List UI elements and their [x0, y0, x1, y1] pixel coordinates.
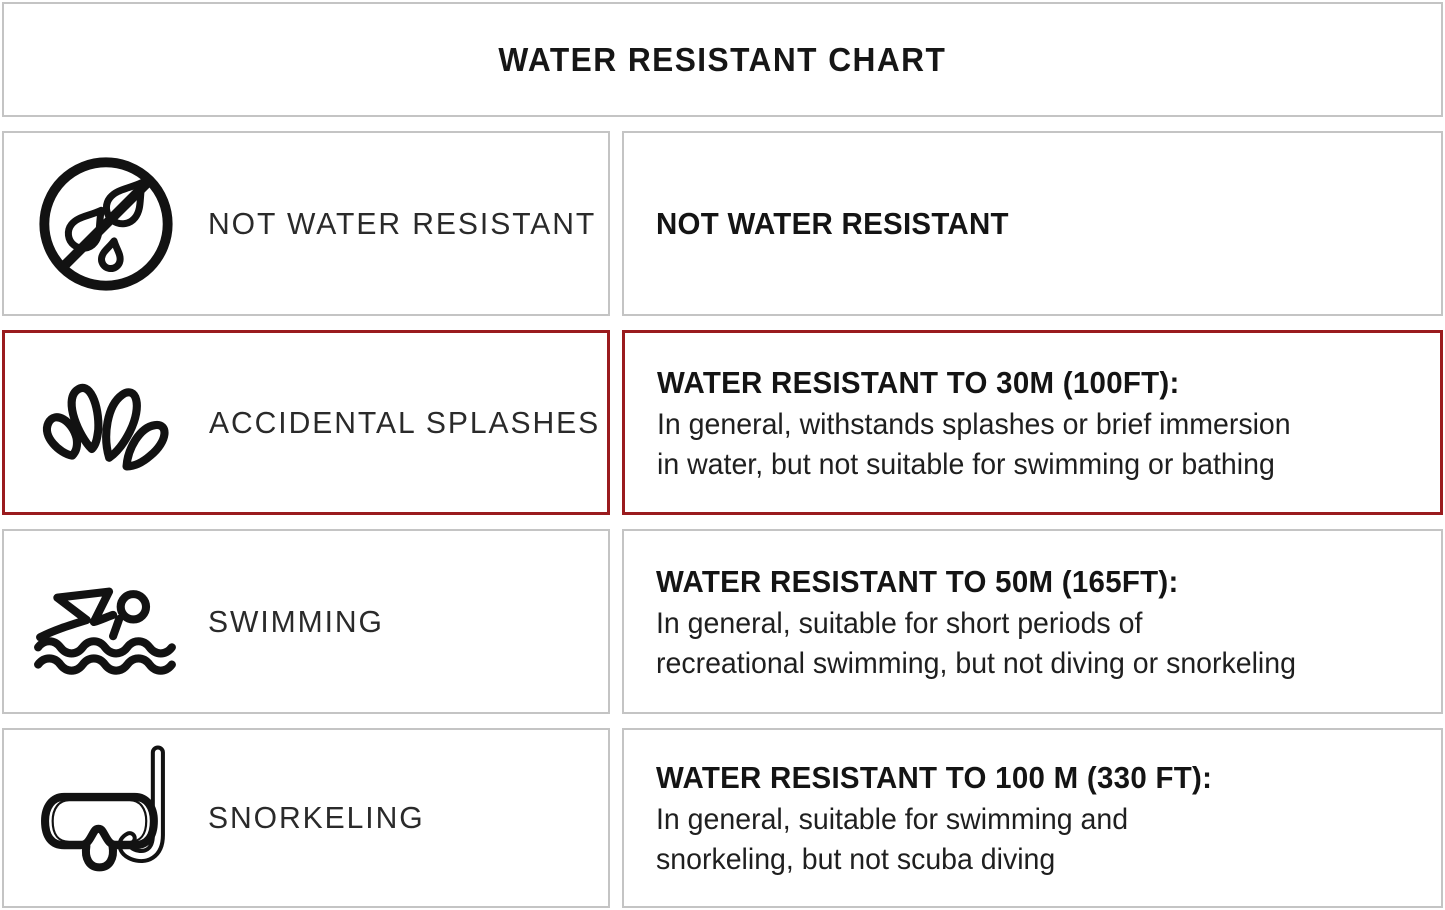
- rating-heading: WATER RESISTANT TO 30M (100FT):: [657, 364, 1180, 400]
- category-label: ACCIDENTAL SPLASHES: [209, 404, 601, 440]
- category-cell-accidental-splashes: ACCIDENTAL SPLASHES: [2, 330, 610, 515]
- rating-description-line: In general, suitable for short periods o…: [656, 606, 1143, 640]
- rating-heading: WATER RESISTANT TO 50M (165FT):: [656, 563, 1179, 599]
- category-label: SWIMMING: [208, 603, 384, 639]
- title-box: WATER RESISTANT CHART: [2, 2, 1443, 117]
- splash-icon: [31, 357, 183, 489]
- rating-description-line: in water, but not suitable for swimming …: [657, 447, 1275, 481]
- category-label: NOT WATER RESISTANT: [208, 205, 597, 241]
- category-cell-swimming: SWIMMING: [2, 529, 610, 714]
- rating-heading: NOT WATER RESISTANT: [656, 205, 1009, 241]
- description-cell-accidental-splashes: WATER RESISTANT TO 30M (100FT): In gener…: [622, 330, 1443, 515]
- rating-description-line: snorkeling, but not scuba diving: [656, 843, 1056, 876]
- no-water-drops-icon: [30, 150, 182, 298]
- description-cell-swimming: WATER RESISTANT TO 50M (165FT): In gener…: [622, 529, 1443, 714]
- snorkel-mask-icon: [30, 742, 182, 894]
- category-cell-not-water-resistant: NOT WATER RESISTANT: [2, 131, 610, 316]
- description-cell-snorkeling: WATER RESISTANT TO 100 M (330 FT): In ge…: [622, 728, 1443, 908]
- category-cell-snorkeling: SNORKELING: [2, 728, 610, 908]
- rating-description-line: recreational swimming, but not diving or…: [656, 646, 1296, 680]
- category-label: SNORKELING: [208, 800, 425, 835]
- rating-description-line: In general, withstands splashes or brief…: [657, 407, 1291, 441]
- page-title: WATER RESISTANT CHART: [498, 40, 947, 78]
- description-cell-not-water-resistant: NOT WATER RESISTANT: [622, 131, 1443, 316]
- rating-description-line: In general, suitable for swimming and: [656, 803, 1129, 836]
- swimmer-icon: [30, 566, 182, 678]
- rating-heading: WATER RESISTANT TO 100 M (330 FT):: [656, 760, 1213, 795]
